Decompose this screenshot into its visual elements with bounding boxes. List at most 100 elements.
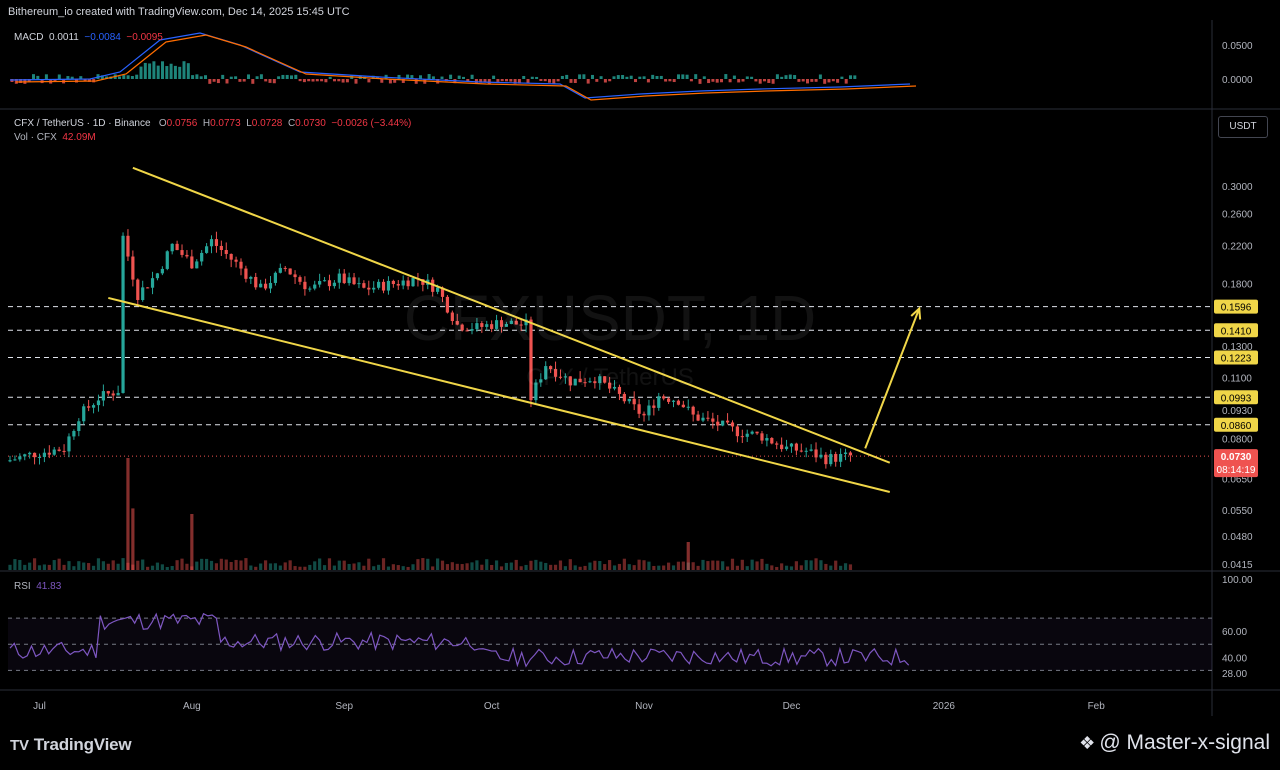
- candle-body[interactable]: [87, 406, 91, 408]
- candle-body[interactable]: [318, 281, 322, 285]
- candle-body[interactable]: [460, 324, 464, 331]
- candle-body[interactable]: [475, 323, 479, 330]
- candle-body[interactable]: [647, 405, 651, 416]
- candle-body[interactable]: [725, 420, 730, 423]
- candle-body[interactable]: [347, 277, 351, 284]
- candle-body[interactable]: [490, 324, 494, 329]
- candle-body[interactable]: [224, 250, 228, 254]
- candle-body[interactable]: [170, 243, 174, 252]
- candle-body[interactable]: [72, 431, 76, 437]
- time-axis[interactable]: Jul Aug Sep Oct Nov Dec 2026 Feb: [33, 701, 1105, 712]
- candle-body[interactable]: [101, 391, 105, 401]
- candle-body[interactable]: [283, 267, 287, 269]
- candle-body[interactable]: [799, 450, 803, 452]
- candle-body[interactable]: [327, 280, 332, 287]
- candle-body[interactable]: [706, 417, 710, 419]
- candle-body[interactable]: [18, 456, 22, 460]
- time-tick-label[interactable]: Dec: [783, 701, 801, 712]
- time-tick-label[interactable]: 2026: [933, 701, 956, 712]
- currency-button[interactable]: USDT: [1218, 116, 1268, 138]
- candle-body[interactable]: [789, 443, 794, 447]
- candle-body[interactable]: [28, 452, 32, 455]
- candle-body[interactable]: [843, 452, 848, 455]
- candle-body[interactable]: [126, 235, 130, 257]
- candle-body[interactable]: [534, 382, 538, 401]
- candle-body[interactable]: [337, 273, 341, 283]
- candle-body[interactable]: [165, 251, 169, 269]
- candle-body[interactable]: [470, 329, 474, 331]
- candle-body[interactable]: [13, 459, 17, 461]
- candle-body[interactable]: [440, 287, 445, 297]
- candle-body[interactable]: [553, 369, 558, 377]
- candle-body[interactable]: [608, 382, 612, 389]
- time-tick-label[interactable]: Jul: [33, 701, 46, 712]
- candle-body[interactable]: [499, 320, 504, 327]
- candle-body[interactable]: [504, 324, 509, 327]
- projection-arrow-head[interactable]: [910, 306, 922, 320]
- candle-body[interactable]: [814, 449, 818, 458]
- candle-body[interactable]: [91, 405, 96, 408]
- candle-body[interactable]: [175, 243, 179, 251]
- candle-body[interactable]: [431, 279, 435, 292]
- candle-body[interactable]: [200, 252, 204, 262]
- candle-body[interactable]: [136, 279, 140, 300]
- candle-body[interactable]: [578, 378, 582, 383]
- candle-body[interactable]: [485, 324, 489, 327]
- candle-body[interactable]: [278, 267, 282, 273]
- time-tick-label[interactable]: Sep: [335, 701, 353, 712]
- candle-body[interactable]: [750, 431, 754, 434]
- candle-body[interactable]: [519, 324, 523, 326]
- candle-body[interactable]: [544, 366, 548, 380]
- candle-body[interactable]: [254, 276, 258, 288]
- candle-body[interactable]: [180, 250, 184, 255]
- candle-body[interactable]: [67, 436, 71, 452]
- candle-body[interactable]: [824, 454, 828, 465]
- candle-body[interactable]: [288, 268, 292, 275]
- candle-body[interactable]: [686, 406, 690, 408]
- symbol-title[interactable]: CFX / TetherUS · 1D · Binance: [14, 118, 151, 129]
- candle-body[interactable]: [411, 278, 415, 287]
- candle-body[interactable]: [381, 281, 386, 291]
- candle-body[interactable]: [848, 452, 853, 456]
- candle-body[interactable]: [834, 454, 838, 462]
- candle-body[interactable]: [229, 253, 233, 260]
- candle-body[interactable]: [549, 366, 553, 370]
- rsi-pane[interactable]: 100.00 60.00 40.00 28.00: [8, 575, 1253, 680]
- candle-body[interactable]: [671, 400, 676, 402]
- candle-body[interactable]: [632, 398, 636, 405]
- candle-body[interactable]: [401, 280, 405, 286]
- candle-body[interactable]: [249, 276, 253, 279]
- lower-trendline[interactable]: [108, 296, 891, 493]
- candle-body[interactable]: [52, 449, 56, 455]
- candle-body[interactable]: [32, 452, 37, 458]
- candle-body[interactable]: [558, 376, 563, 378]
- candle-body[interactable]: [637, 404, 641, 414]
- candle-body[interactable]: [42, 452, 47, 457]
- candle-body[interactable]: [214, 239, 219, 246]
- candle-body[interactable]: [372, 287, 376, 290]
- candle-body[interactable]: [303, 281, 307, 290]
- candle-body[interactable]: [755, 431, 759, 434]
- candle-body[interactable]: [563, 376, 567, 378]
- candle-body[interactable]: [268, 282, 273, 289]
- candle-body[interactable]: [455, 321, 459, 325]
- candle-body[interactable]: [47, 452, 51, 455]
- candle-body[interactable]: [784, 446, 789, 450]
- candle-body[interactable]: [696, 414, 700, 421]
- candle-body[interactable]: [219, 245, 223, 251]
- candle-body[interactable]: [82, 406, 86, 422]
- candle-body[interactable]: [234, 259, 238, 262]
- candle-body[interactable]: [794, 443, 798, 451]
- candle-body[interactable]: [809, 449, 813, 451]
- candle-body[interactable]: [57, 449, 61, 451]
- candle-body[interactable]: [465, 330, 469, 332]
- candle-body[interactable]: [681, 404, 685, 408]
- candle-body[interactable]: [131, 256, 135, 280]
- candle-body[interactable]: [721, 420, 725, 426]
- candle-body[interactable]: [377, 281, 381, 288]
- candle-body[interactable]: [160, 268, 164, 274]
- candle-body[interactable]: [711, 418, 715, 422]
- candle-body[interactable]: [617, 386, 622, 394]
- candle-body[interactable]: [96, 400, 101, 406]
- candle-body[interactable]: [701, 417, 705, 421]
